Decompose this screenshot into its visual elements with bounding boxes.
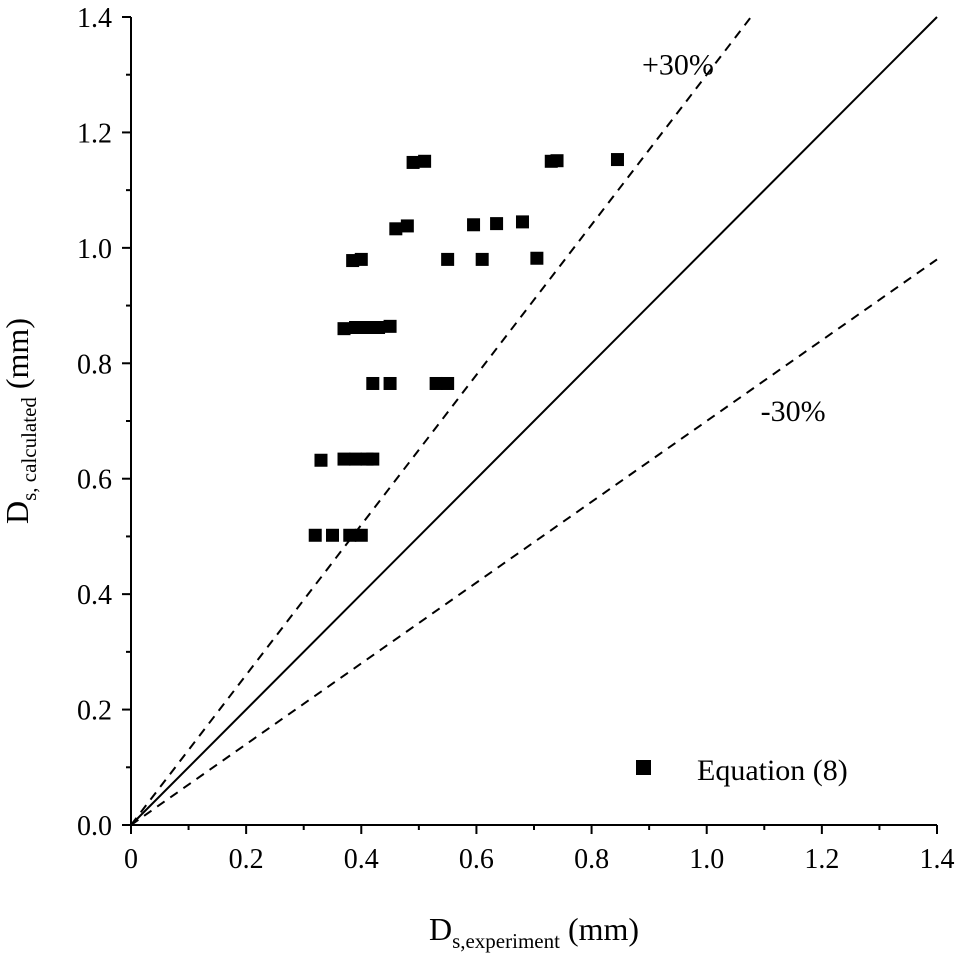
data-point [383,376,397,390]
data-point [515,215,529,229]
legend-marker [636,760,651,775]
y-tick-label: 0.0 [77,811,112,842]
ticks [122,16,938,834]
data-point [441,376,455,390]
legend: Equation (8) [636,754,848,787]
reference-line-minus-30 [130,258,938,826]
annotation-plus-30: +30% [642,49,714,82]
data-point [490,217,504,231]
data-point [389,222,403,236]
y-tick-label: 0.6 [77,465,112,496]
data-point [429,376,443,390]
x-tick-label: 1.4 [920,844,955,875]
data-point [360,321,374,335]
reference-line-plus-30 [130,16,752,826]
data-point [530,251,544,265]
annotation-minus-30: -30% [761,395,826,428]
x-tick-label: 0.4 [344,844,379,875]
y-tick-label: 0.2 [77,696,112,727]
y-tick-label: 1.0 [77,234,112,265]
data-point [372,321,386,335]
data-point [314,453,328,467]
data-points [308,153,624,542]
data-point [400,219,414,233]
x-tick-label: 1.2 [804,844,839,875]
legend-label: Equation (8) [697,754,848,787]
x-tick-label: 1.0 [689,844,724,875]
data-point [337,322,351,336]
data-point [366,452,380,466]
data-point [550,154,564,168]
data-point [467,218,481,232]
x-tick-label: 0.8 [574,844,609,875]
y-tick-label: 1.2 [77,118,112,149]
data-point [366,376,380,390]
x-axis-title: Ds,experiment (mm) [429,911,639,953]
data-point [308,528,322,542]
x-tick-label: 0.6 [459,844,494,875]
y-tick-label: 0.4 [77,580,112,611]
x-tick-label: 0.2 [229,844,264,875]
data-point [349,321,363,335]
data-point [610,153,624,167]
data-point [383,319,397,333]
y-tick-label: 0.8 [77,349,112,380]
x-tick-label: 0 [124,844,138,875]
y-axis-title: Ds, calculated (mm) [0,318,41,524]
data-point [354,528,368,542]
reference-line-parity [130,16,938,826]
data-point [326,528,339,542]
y-tick-label: 1.4 [77,3,112,34]
data-point [418,154,432,168]
data-point [354,252,368,266]
data-point [441,252,455,266]
data-point [349,452,363,466]
reference-lines [130,16,938,826]
data-point [343,528,357,542]
data-point [337,452,351,466]
data-point [406,155,420,169]
data-point [475,252,489,266]
tick-labels: 0 0.2 0.4 0.6 0.8 1.0 1.2 1.4 0.0 0.2 0.4 0.6 0.8 1.0… [77,3,955,875]
